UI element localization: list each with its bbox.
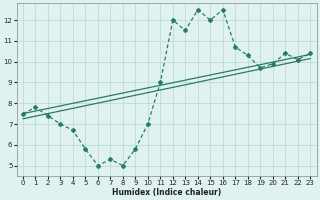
X-axis label: Humidex (Indice chaleur): Humidex (Indice chaleur) <box>112 188 221 197</box>
